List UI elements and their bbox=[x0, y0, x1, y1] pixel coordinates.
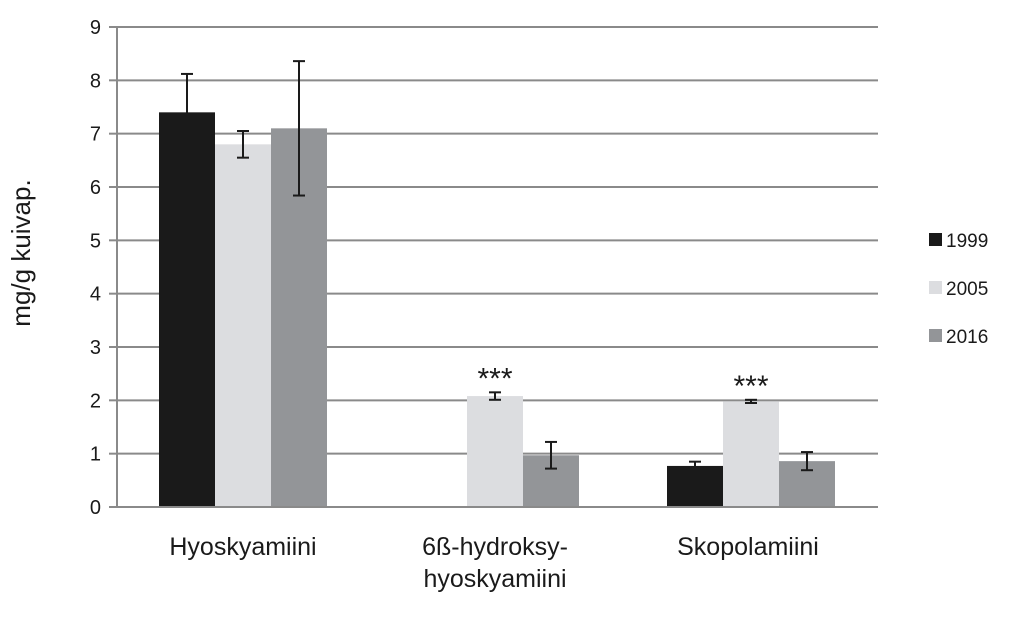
bar bbox=[215, 144, 271, 508]
legend-entry: 2016 bbox=[929, 327, 988, 348]
bars bbox=[159, 112, 835, 508]
bar bbox=[723, 401, 779, 507]
legend-label: 1999 bbox=[946, 231, 988, 252]
error-bar bbox=[689, 460, 701, 472]
legend-entry: 2005 bbox=[929, 279, 988, 300]
legend-swatch bbox=[929, 281, 942, 294]
labels: 0 1 2 3 4 5 6 7 8 9 Hyoskyamiini 6ß-hydroksy-hyosky… bbox=[90, 17, 819, 593]
y-axis-label: mg/g kuivap. bbox=[6, 179, 36, 326]
category-label-line: Skopolamiini bbox=[677, 533, 819, 561]
y-tick-label: 4 bbox=[90, 284, 101, 306]
y-tick-label: 7 bbox=[90, 124, 101, 146]
error-bar bbox=[237, 130, 249, 159]
error-bar bbox=[745, 398, 757, 404]
legend-label: 2005 bbox=[946, 279, 988, 300]
y-tick-label: 3 bbox=[90, 337, 101, 359]
error-bar bbox=[293, 60, 305, 197]
y-tick-label: 5 bbox=[90, 230, 101, 252]
y-tick-label: 2 bbox=[90, 390, 101, 412]
category-label: Hyoskyamiini bbox=[169, 533, 316, 561]
bar bbox=[467, 396, 523, 507]
error-bar bbox=[489, 391, 501, 401]
category-label: 6ß-hydroksy-hyoskyamiini bbox=[422, 533, 568, 593]
legend-swatch bbox=[929, 329, 942, 342]
legend: 1999 2005 2016 bbox=[929, 231, 988, 348]
bar bbox=[667, 465, 723, 507]
y-tick-label: 8 bbox=[90, 70, 101, 92]
error-bar bbox=[181, 72, 193, 152]
category-label-line: Hyoskyamiini bbox=[169, 533, 316, 561]
y-tick-label: 1 bbox=[90, 444, 101, 466]
category-label: Skopolamiini bbox=[677, 533, 819, 561]
significance-annotation: *** bbox=[733, 370, 768, 403]
legend-entry: 1999 bbox=[929, 231, 988, 252]
legend-label: 2016 bbox=[946, 327, 988, 348]
bar bbox=[159, 112, 215, 507]
category-label-line: 6ß-hydroksy- bbox=[422, 533, 568, 561]
y-tick-label: 9 bbox=[90, 17, 101, 39]
significance-annotation: *** bbox=[477, 362, 512, 395]
y-tick-label: 0 bbox=[90, 497, 101, 519]
error-bar bbox=[545, 440, 557, 470]
y-tick-label: 6 bbox=[90, 177, 101, 199]
error-bars bbox=[181, 60, 813, 472]
axes bbox=[109, 26, 878, 508]
error-bar bbox=[801, 451, 813, 472]
legend-swatch bbox=[929, 233, 942, 246]
category-label-line: hyoskyamiini bbox=[423, 565, 566, 593]
